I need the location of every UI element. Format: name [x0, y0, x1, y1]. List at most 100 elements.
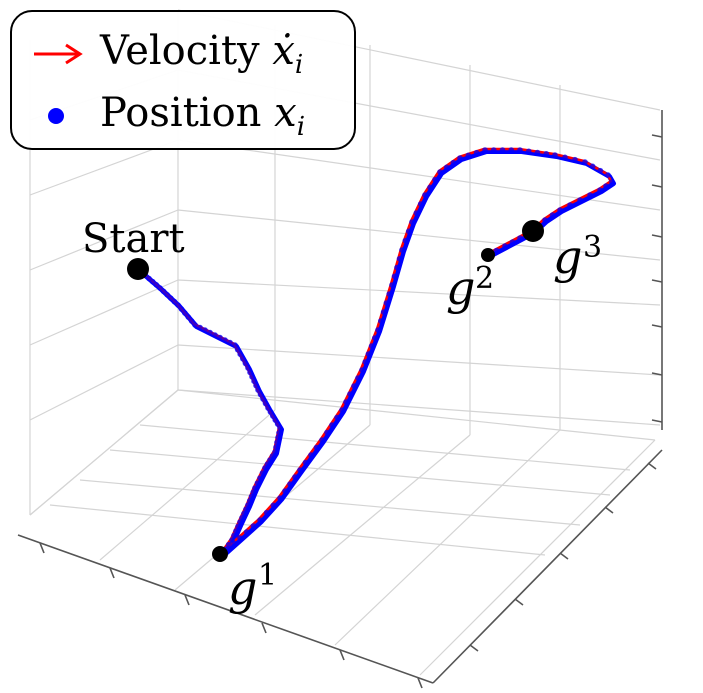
position-point — [380, 309, 387, 315]
position-point — [493, 247, 500, 254]
position-point — [168, 295, 174, 302]
position-point — [276, 430, 282, 436]
position-point — [391, 273, 398, 280]
position-point — [235, 523, 241, 530]
position-point — [270, 502, 277, 509]
position-point — [263, 509, 270, 516]
position-point — [178, 306, 185, 312]
position-point — [542, 217, 548, 223]
axis-ticks — [39, 134, 663, 689]
position-point — [251, 378, 257, 385]
position-point — [250, 489, 257, 496]
position-point — [175, 302, 181, 308]
position-point — [339, 407, 345, 413]
position-point — [399, 247, 405, 253]
start-label: Start — [82, 216, 185, 262]
position-point — [413, 210, 420, 216]
start-point — [127, 258, 149, 280]
position-point — [534, 149, 541, 156]
position-point — [557, 207, 563, 213]
position-point — [239, 514, 245, 521]
position-point — [241, 510, 247, 517]
position-point — [417, 201, 424, 207]
svg-text:g: g — [553, 230, 582, 284]
position-point — [202, 327, 208, 333]
position-point — [237, 351, 243, 358]
position-point — [237, 535, 243, 541]
position-point — [160, 288, 167, 295]
trajectory-line — [137, 268, 284, 557]
position-point — [246, 497, 253, 504]
position-point — [277, 425, 283, 431]
position-point — [259, 470, 266, 476]
position-point — [247, 369, 253, 376]
position-point — [157, 285, 163, 291]
velocity-arrow-icon — [34, 43, 83, 65]
position-point — [402, 237, 409, 244]
position-point — [499, 147, 506, 153]
position-point — [365, 351, 372, 357]
position-point — [207, 329, 213, 336]
position-point — [232, 342, 238, 348]
position-point — [292, 474, 298, 480]
position-subscript: i — [296, 112, 306, 142]
position-point — [375, 327, 381, 333]
position-point — [394, 264, 400, 271]
position-point — [185, 314, 191, 320]
position-point — [359, 367, 365, 373]
position-point — [182, 310, 188, 316]
position-point — [517, 235, 523, 241]
position-point — [237, 519, 243, 525]
position-point — [245, 502, 251, 508]
position-point — [597, 167, 604, 174]
position-point — [473, 149, 480, 156]
position-point — [422, 192, 428, 198]
position-point — [567, 202, 573, 208]
position-point — [245, 365, 251, 371]
position-point — [308, 452, 314, 458]
position-point — [231, 540, 237, 547]
position-point — [609, 179, 615, 185]
position-point — [509, 239, 516, 245]
position-point — [343, 399, 349, 405]
position-point — [164, 292, 170, 298]
position-point — [351, 383, 357, 389]
position-point — [254, 480, 261, 486]
position-point — [234, 346, 241, 353]
position-point — [589, 163, 596, 170]
position-point — [587, 192, 593, 198]
position-point — [275, 434, 281, 441]
position-point — [222, 337, 228, 343]
position-point — [405, 228, 412, 235]
position-point — [277, 495, 283, 501]
position-point — [313, 444, 320, 451]
position-point — [577, 197, 583, 203]
position-point — [543, 150, 550, 157]
position-point — [255, 387, 261, 393]
position-point — [269, 453, 276, 459]
position-point — [146, 275, 152, 282]
position-point — [243, 506, 249, 513]
position-point — [242, 360, 249, 367]
svg-text:2: 2 — [475, 261, 494, 296]
svg-text:g: g — [228, 561, 257, 615]
position-point — [347, 391, 353, 397]
goal-2-label: g 2 — [446, 261, 494, 315]
position-point — [482, 147, 488, 153]
position-point — [274, 439, 280, 446]
position-point — [383, 300, 390, 306]
axes — [17, 110, 663, 684]
floor-grid — [29, 389, 656, 676]
legend-entry-velocity: Velocity ẋi — [30, 24, 303, 84]
position-point — [267, 457, 273, 463]
position-point — [572, 156, 578, 163]
position-point — [227, 339, 233, 346]
position-point — [252, 485, 258, 491]
position-point — [253, 382, 259, 389]
position-point — [508, 147, 515, 153]
position-point — [427, 184, 433, 191]
goal-1-point — [212, 546, 228, 562]
position-point — [297, 467, 303, 473]
position-point — [260, 396, 266, 402]
position-point — [490, 147, 497, 153]
